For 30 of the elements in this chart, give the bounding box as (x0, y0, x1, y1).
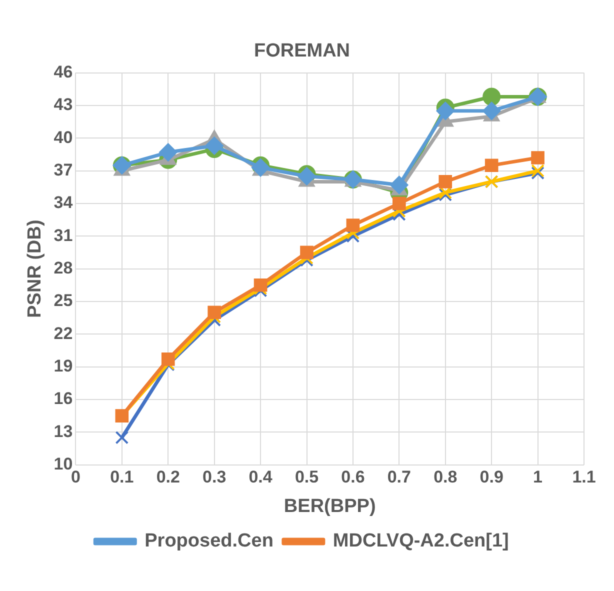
y-tick-label: 46 (54, 62, 73, 82)
x-tick-label: 0.2 (156, 468, 180, 487)
y-tick-label: 28 (54, 258, 73, 278)
y-tick-label: 43 (54, 95, 73, 114)
legend-label: Proposed.Cen (144, 530, 274, 552)
x-tick-label: 0.8 (434, 468, 458, 487)
x-tick-label: 0.4 (248, 468, 273, 487)
x-tick-label: 0.9 (480, 468, 504, 487)
y-tick-label: 31 (54, 226, 73, 245)
x-tick-label: 1.1 (572, 468, 596, 487)
y-tick-label: 25 (54, 291, 73, 310)
y-tick-label: 34 (54, 193, 74, 212)
x-tick-label: 0.1 (110, 468, 134, 487)
x-tick-label: 1 (533, 468, 543, 487)
x-tick-label: 0.6 (341, 468, 365, 487)
x-axis-title: BER(BPP) (284, 496, 376, 517)
y-tick-label: 22 (54, 324, 73, 343)
x-tick-label: 0.3 (202, 468, 226, 487)
x-tick-label: 0.5 (294, 468, 319, 487)
legend-label: MDCLVQ-A2.Cen[1] (332, 530, 509, 552)
y-tick-label: 13 (54, 422, 73, 441)
y-tick-label: 16 (54, 389, 73, 408)
x-tick-label: 0.7 (387, 468, 411, 487)
y-tick-label: 10 (54, 454, 73, 474)
y-tick-label: 19 (54, 356, 73, 376)
x-tick-label: 0 (70, 468, 80, 487)
chart-title: FOREMAN (254, 40, 350, 62)
y-tick-label: 40 (54, 128, 73, 147)
y-axis-title: PSNR (DB) (24, 220, 46, 318)
y-tick-label: 37 (54, 160, 73, 180)
